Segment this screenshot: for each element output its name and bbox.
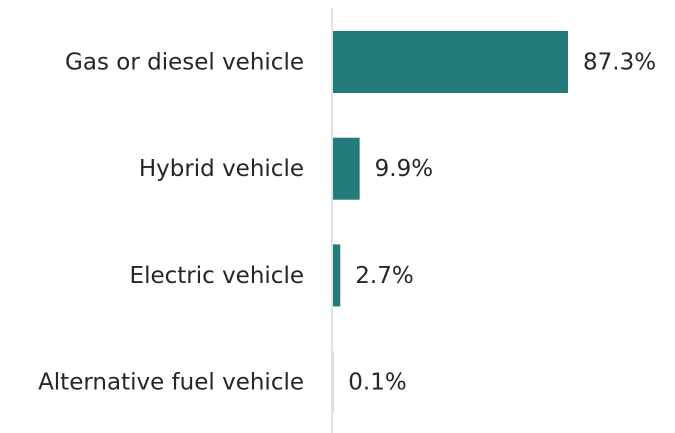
- category-label: Hybrid vehicle: [139, 156, 304, 182]
- category-label: Gas or diesel vehicle: [65, 50, 304, 76]
- category-label: Electric vehicle: [130, 263, 304, 289]
- bar: [333, 137, 360, 200]
- bar: [333, 31, 568, 93]
- bar: [333, 244, 341, 307]
- category-label: Alternative fuel vehicle: [38, 370, 304, 396]
- value-label: 9.9%: [375, 156, 433, 182]
- value-label: 2.7%: [355, 263, 413, 289]
- value-label: 87.3%: [583, 50, 656, 76]
- value-label: 0.1%: [348, 370, 406, 396]
